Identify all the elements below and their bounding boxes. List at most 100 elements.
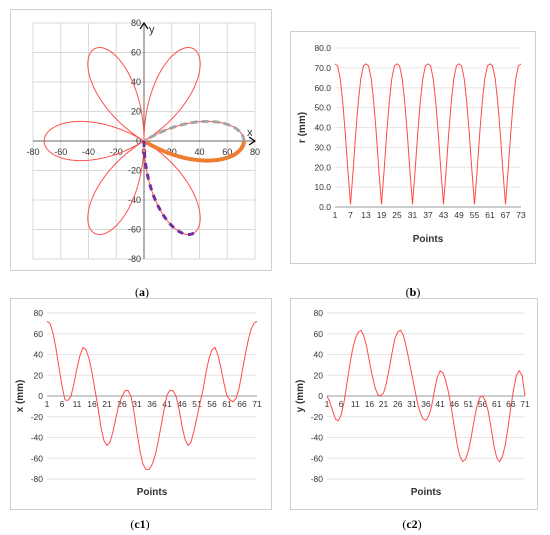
y-tick-label: 0.0 [319, 202, 331, 212]
radius-line-chart: 0.0 10.0 20.0 30.0 40.0 50.0 60.0 70.0 80.0 1 7 13 1… [297, 43, 526, 245]
x-axis-title: Points [411, 487, 442, 498]
purple-petal-path [142, 140, 195, 236]
y-tick-label: 40 [314, 350, 324, 360]
y-tick-label: 60 [314, 329, 324, 339]
y-tick-label: -20 [311, 412, 324, 422]
y-tick-label: 30.0 [314, 142, 331, 152]
chart-panel-c2: -80 -60 -40 -20 0 20 40 60 80 1 6 11 16 21 26 31 36 41 46 5… [290, 298, 538, 510]
y-tick-label: 60 [34, 329, 44, 339]
y-axis-title: r (mm) [297, 112, 308, 143]
y-tick-label: 70.0 [314, 63, 331, 73]
x-tick-label: 66 [237, 399, 247, 409]
x-tick-label: 1 [45, 399, 50, 409]
y-tick-label: -20 [128, 166, 141, 176]
x-tick-label: -40 [82, 147, 95, 157]
x-tick-label: 46 [450, 399, 460, 409]
y-tick-label: -80 [31, 474, 44, 484]
rose-plot: -80 -60 -40 -20 0 20 40 60 80-80-60-40-200204060… [26, 18, 260, 264]
x-tick-label: 21 [379, 399, 389, 409]
x-tick-label: 36 [147, 399, 157, 409]
x-tick-label: 26 [393, 399, 403, 409]
x-tick-label: 13 [361, 210, 371, 220]
series-line [334, 63, 522, 205]
x-tick-label: 61 [485, 210, 495, 220]
y-axis-letter: y [149, 24, 155, 36]
y-tick-label: 50.0 [314, 103, 331, 113]
y-tick-label: -80 [311, 474, 324, 484]
x-tick-label: 73 [516, 210, 526, 220]
y-tick-label: -60 [31, 453, 44, 463]
y-tick-label: 40 [34, 350, 44, 360]
y-tick-label: 60 [131, 48, 141, 58]
x-tick-label: 36 [421, 399, 431, 409]
caption-c1: (c1) [130, 517, 150, 531]
x-tick-label: 25 [392, 210, 402, 220]
y-tick-label: 80 [131, 18, 141, 28]
x-tick-label: 1 [333, 210, 338, 220]
x-axis-title: Points [137, 487, 168, 498]
chart-panel-b: 0.0 10.0 20.0 30.0 40.0 50.0 60.0 70.0 80.0 1 7 13 1… [290, 31, 536, 264]
y-tick-label: -40 [128, 195, 141, 205]
x-tick-label: 41 [435, 399, 445, 409]
y-axis-title: x (mm) [15, 380, 26, 413]
x-tick-label: 16 [365, 399, 375, 409]
x-tick-label: 11 [73, 399, 82, 409]
y-tick-label: 0 [38, 391, 43, 401]
x-axis-arrow [248, 136, 257, 146]
x-tick-label: 49 [454, 210, 464, 220]
y-tick-label: 80 [34, 308, 44, 318]
x-tick-label: 51 [464, 399, 474, 409]
x-tick-label: 20 [167, 147, 177, 157]
y-tick-label: 40 [131, 77, 141, 87]
x-tick-label: 11 [351, 399, 360, 409]
y-tick-label: 80.0 [314, 43, 331, 53]
x-tick-label: 71 [252, 399, 262, 409]
x-tick-label: 61 [222, 399, 232, 409]
series-line [46, 320, 258, 471]
caption-b: (b) [405, 285, 421, 299]
dashed-petal-path [143, 119, 246, 143]
y-tick-label: 0 [318, 391, 323, 401]
caption-c2: (c2) [402, 517, 422, 531]
y-axis-arrow [139, 21, 149, 30]
x-tick-label: 56 [207, 399, 217, 409]
x-axis-title: Points [413, 234, 444, 245]
x-tick-label: 7 [348, 210, 353, 220]
y-tick-label: 20 [34, 370, 44, 380]
x-tick-label: 31 [408, 210, 418, 220]
x-tick-label: 55 [470, 210, 480, 220]
x-tick-label: 51 [192, 399, 202, 409]
x-tick-label: 26 [117, 399, 127, 409]
caption-a: (a) [135, 285, 149, 299]
y-tick-label: -20 [31, 412, 44, 422]
y-tick-label: 60.0 [314, 83, 331, 93]
x-tick-label: 21 [102, 399, 112, 409]
x-tick-label: 71 [520, 399, 530, 409]
y-tick-label: 40.0 [314, 123, 331, 133]
x-tick-label: 31 [407, 399, 417, 409]
x-tick-label: 6 [60, 399, 65, 409]
x-tick-label: -20 [110, 147, 123, 157]
x-tick-label: 31 [132, 399, 142, 409]
y-tick-label: -40 [311, 433, 324, 443]
x-tick-label: 16 [87, 399, 97, 409]
x-tick-label: 41 [162, 399, 172, 409]
y-tick-label: -60 [128, 225, 141, 235]
y-tick-label: -80 [128, 254, 141, 264]
x-tick-label: 37 [423, 210, 433, 220]
x-tick-label: 60 [222, 147, 232, 157]
series-line [326, 329, 526, 463]
x-tick-label: -80 [26, 147, 39, 157]
x-tick-label: 56 [478, 399, 488, 409]
y-tick-label: 10.0 [314, 182, 331, 192]
x-tick-label: 61 [492, 399, 502, 409]
chart-panel-c1: -80 -60 -40 -20 0 20 40 60 80 1 6 11 16 21 26 31 36 41 46 5… [10, 298, 272, 510]
highlighted-petal-path [142, 139, 246, 163]
x-tick-label: 40 [194, 147, 204, 157]
chart-panel-a: -80 -60 -40 -20 0 20 40 60 80 -80 -60 -40 -20 0 20 40 60… [10, 9, 272, 271]
x-tick-label: 1 [325, 399, 330, 409]
y-tick-label: 80 [314, 308, 324, 318]
y-tick-label: -60 [311, 453, 324, 463]
